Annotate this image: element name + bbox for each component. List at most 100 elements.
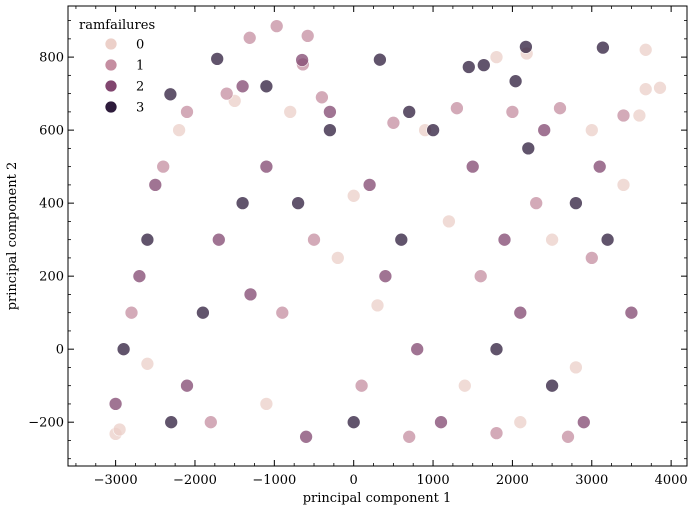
point-ramfailures-3-16 — [426, 123, 440, 137]
point-ramfailures-2-13 — [592, 159, 607, 174]
point-ramfailures-2-16 — [299, 429, 313, 444]
point-ramfailures-0-15 — [545, 232, 559, 247]
point-ramfailures-0-14 — [457, 378, 472, 393]
legend-label-3: 3 — [136, 101, 144, 116]
legend-label-2: 2 — [136, 80, 144, 95]
point-ramfailures-1-2 — [300, 29, 315, 43]
point-ramfailures-0-8 — [172, 123, 186, 137]
point-ramfailures-3-2 — [461, 60, 476, 74]
point-ramfailures-3-7 — [163, 87, 178, 102]
point-ramfailures-2-18 — [434, 415, 448, 430]
point-ramfailures-3-19 — [600, 232, 615, 247]
point-ramfailures-0-22 — [259, 397, 274, 411]
point-ramfailures-0-10 — [283, 105, 298, 119]
point-ramfailures-0-7 — [140, 356, 155, 371]
point-ramfailures-1-15 — [402, 429, 417, 444]
point-ramfailures-2-14 — [624, 305, 639, 320]
point-ramfailures-2-5 — [211, 232, 226, 247]
point-ramfailures-1-11 — [616, 108, 631, 123]
y-tick-label-2: 200 — [39, 270, 64, 285]
point-ramfailures-3-22 — [402, 105, 417, 119]
point-ramfailures-3-9 — [323, 123, 337, 137]
point-ramfailures-3-12 — [196, 305, 210, 320]
point-ramfailures-3-20 — [164, 415, 179, 430]
point-ramfailures-3-13 — [291, 196, 305, 210]
point-ramfailures-0-16 — [584, 123, 599, 137]
point-ramfailures-2-15 — [108, 397, 123, 411]
point-ramfailures-1-7 — [386, 115, 401, 130]
y-tick-label-5: 800 — [39, 51, 64, 66]
point-ramfailures-2-8 — [362, 178, 377, 192]
y-tick-label-3: 400 — [39, 197, 64, 212]
legend-title: ramfailures — [79, 18, 155, 33]
point-ramfailures-0-0 — [638, 42, 653, 57]
point-ramfailures-0-18 — [632, 108, 647, 123]
point-ramfailures-3-1 — [373, 52, 387, 67]
point-ramfailures-1-10 — [553, 101, 567, 116]
point-ramfailures-1-1 — [242, 30, 257, 45]
point-ramfailures-1-13 — [203, 415, 218, 430]
legend-marker-0 — [104, 37, 118, 51]
point-ramfailures-3-14 — [346, 415, 361, 430]
legend-marker-3 — [104, 100, 118, 114]
point-ramfailures-1-12 — [124, 305, 139, 320]
point-ramfailures-1-17 — [529, 196, 544, 210]
point-ramfailures-1-19 — [156, 159, 171, 174]
x-axis-label: principal component 1 — [303, 491, 452, 506]
y-axis-label: principal component 2 — [5, 162, 20, 311]
point-ramfailures-0-2 — [489, 50, 504, 64]
point-ramfailures-3-11 — [140, 232, 155, 247]
point-ramfailures-2-11 — [513, 305, 528, 320]
point-ramfailures-0-23 — [569, 360, 583, 375]
point-ramfailures-3-4 — [519, 40, 533, 54]
point-ramfailures-1-4 — [180, 105, 194, 119]
point-ramfailures-1-8 — [450, 101, 464, 116]
y-tick-label-1: 0 — [56, 343, 64, 358]
point-ramfailures-0-11 — [346, 188, 361, 203]
point-ramfailures-2-12 — [537, 123, 552, 137]
point-ramfailures-2-21 — [243, 287, 258, 302]
point-ramfailures-0-17 — [616, 178, 631, 192]
x-tick-label-7: 4000 — [655, 473, 688, 488]
x-axis-ticks: −3000 −2000 −1000 0 1000 2000 3000 4000 — [75, 6, 688, 488]
x-tick-label-5: 2000 — [496, 473, 529, 488]
point-ramfailures-0-6 — [112, 422, 127, 437]
point-ramfailures-3-3 — [596, 40, 610, 55]
point-ramfailures-1-22 — [489, 426, 504, 440]
point-ramfailures-2-0 — [295, 53, 309, 67]
point-ramfailures-2-1 — [235, 79, 250, 94]
point-ramfailures-1-9 — [505, 105, 520, 119]
point-ramfailures-0-12 — [370, 298, 385, 313]
point-ramfailures-3-21 — [235, 196, 250, 210]
x-tick-label-6: 3000 — [575, 473, 608, 488]
point-ramfailures-1-16 — [473, 269, 488, 284]
x-tick-label-0: −3000 — [94, 473, 138, 488]
point-ramfailures-0-21 — [513, 415, 528, 430]
legend: ramfailures 0 1 2 3 — [79, 18, 155, 116]
x-tick-label-2: −1000 — [252, 473, 296, 488]
x-tick-label-1: −2000 — [173, 473, 217, 488]
point-ramfailures-3-15 — [394, 232, 409, 247]
point-ramfailures-2-10 — [465, 159, 480, 174]
y-axis-ticks: −200 0 200 400 600 800 — [28, 20, 687, 460]
point-ramfailures-2-20 — [576, 415, 591, 430]
point-ramfailures-2-6 — [259, 159, 274, 174]
point-ramfailures-0-19 — [330, 251, 345, 265]
point-ramfailures-2-17 — [378, 269, 393, 284]
point-ramfailures-1-0 — [269, 19, 284, 33]
legend-marker-1 — [104, 58, 118, 72]
legend-label-0: 0 — [136, 38, 144, 53]
point-ramfailures-3-18 — [545, 378, 559, 393]
point-ramfailures-1-5 — [219, 86, 234, 101]
x-tick-label-3: 0 — [350, 473, 358, 488]
point-ramfailures-3-6 — [508, 74, 523, 89]
point-ramfailures-1-21 — [354, 378, 369, 393]
point-ramfailures-1-6 — [315, 90, 329, 105]
point-ramfailures-0-4 — [653, 80, 667, 95]
y-tick-label-0: −200 — [28, 416, 64, 431]
x-tick-label-4: 1000 — [417, 473, 450, 488]
point-ramfailures-2-3 — [132, 269, 147, 284]
legend-marker-2 — [104, 79, 118, 93]
point-ramfailures-3-0 — [210, 52, 225, 66]
